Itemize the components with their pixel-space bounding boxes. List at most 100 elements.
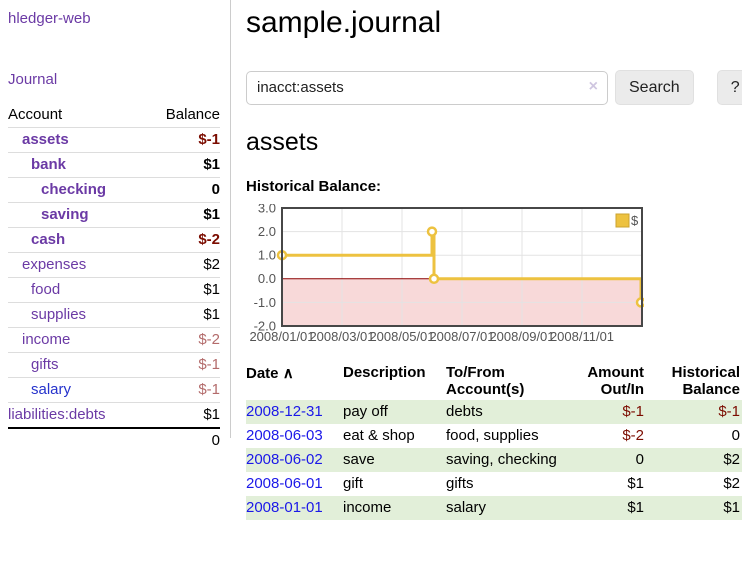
historical-balance-chart: $ 3.0 2.0 1.0 0.0 -1.0 -2.0 2008/01/01 2… (249, 204, 644, 344)
account-balance: $-2 (144, 227, 220, 253)
account-row: cash $-2 (8, 227, 220, 253)
svg-text:1.0: 1.0 (258, 248, 276, 263)
account-link-salary[interactable]: salary (31, 381, 72, 398)
account-row: checking 0 (8, 177, 220, 203)
legend-swatch (615, 213, 630, 228)
account-balance: $1 (144, 152, 220, 178)
app-title: hledger-web (8, 10, 220, 27)
account-link-expenses[interactable]: expenses (22, 256, 87, 273)
search-input[interactable] (246, 70, 608, 105)
svg-text:2008/01/01: 2008/01/01 (249, 329, 314, 344)
transaction-date-link[interactable]: 2008-01-01 (246, 499, 323, 516)
transaction-date-link[interactable]: 2008-06-03 (246, 427, 323, 444)
page-title: sample.journal (246, 6, 442, 39)
transaction-date-link[interactable]: 2008-06-01 (246, 475, 323, 492)
transaction-accounts: food, supplies (446, 427, 539, 444)
transaction-balance: $2 (723, 451, 740, 468)
transaction-date-link[interactable]: 2008-06-02 (246, 451, 323, 468)
app-title-link[interactable]: hledger-web (8, 10, 91, 27)
account-link-food[interactable]: food (31, 281, 61, 298)
clear-search-icon[interactable]: × (588, 77, 598, 95)
account-link-saving[interactable]: saving (41, 206, 89, 223)
account-balance: $1 (144, 302, 220, 328)
register-table: Date ∧ Description To/From Account(s) Am… (246, 362, 742, 520)
accounts-total-value: 0 (144, 427, 220, 453)
account-link-liabilities-debts[interactable]: liabilities:debts (8, 406, 106, 423)
svg-text:2008/03/01: 2008/03/01 (309, 329, 374, 344)
register-header-row: Date ∧ Description To/From Account(s) Am… (246, 362, 742, 400)
y-axis-labels: 3.0 2.0 1.0 0.0 -1.0 -2.0 (254, 204, 276, 334)
transaction-amount: $-2 (622, 427, 644, 444)
search-form: × Search ? (246, 70, 742, 105)
account-row: gifts $-1 (8, 352, 220, 378)
account-column-header: Account (8, 103, 145, 128)
sidebar-item-journal[interactable]: Journal (8, 71, 58, 88)
account-row: supplies $1 (8, 302, 220, 328)
account-row: assets $-1 (8, 127, 220, 153)
transaction-description: pay off (343, 403, 388, 420)
account-balance: $1 (144, 277, 220, 303)
svg-text:2008/09/01: 2008/09/01 (489, 329, 554, 344)
svg-text:-2.0: -2.0 (254, 319, 276, 334)
account-link-checking[interactable]: checking (41, 181, 107, 198)
account-link-assets[interactable]: assets (22, 131, 69, 148)
svg-text:2008/07/01: 2008/07/01 (429, 329, 494, 344)
legend-label: $ (631, 213, 639, 228)
account-link-supplies[interactable]: supplies (31, 306, 87, 323)
register-row: 2008-01-01 income salary $1 $1 (246, 496, 742, 520)
svg-text:2008/05/01: 2008/05/01 (369, 329, 434, 344)
account-link-gifts[interactable]: gifts (31, 356, 59, 373)
transaction-amount: $1 (627, 499, 644, 516)
account-balance: $1 (144, 402, 220, 429)
transaction-accounts: saving, checking (446, 451, 557, 468)
register-row: 2008-12-31 pay off debts $-1 $-1 (246, 400, 742, 424)
account-row: saving $1 (8, 202, 220, 228)
account-row: salary $-1 (8, 377, 220, 403)
sidebar: hledger-web Journal Account Balance asse… (0, 0, 231, 453)
account-row: expenses $2 (8, 252, 220, 278)
account-column-header: To/From Account(s) (446, 364, 525, 398)
account-link-cash[interactable]: cash (31, 231, 66, 248)
transaction-balance: 0 (731, 427, 740, 444)
balance-column-header: Historical Balance (671, 364, 740, 398)
account-heading: assets (246, 128, 319, 156)
account-link-bank[interactable]: bank (31, 156, 67, 173)
svg-text:-1.0: -1.0 (254, 295, 276, 310)
transaction-description: income (343, 499, 392, 516)
search-button[interactable]: Search (615, 70, 694, 105)
transaction-amount: $1 (627, 475, 644, 492)
transaction-amount: $-1 (622, 403, 644, 420)
help-button[interactable]: ? (716, 70, 742, 105)
description-column-header: Description (343, 364, 426, 381)
svg-text:2008/11/01: 2008/11/01 (550, 329, 614, 344)
account-balance: $-1 (144, 377, 220, 403)
svg-text:2.0: 2.0 (258, 224, 276, 239)
transaction-balance: $1 (723, 499, 740, 516)
account-balance: $-2 (144, 327, 220, 353)
chart-title: Historical Balance: (246, 178, 382, 195)
account-balance: $2 (144, 252, 220, 278)
register-row: 2008-06-02 save saving, checking 0 $2 (246, 448, 742, 472)
account-balance: $-1 (144, 352, 220, 378)
accounts-total-row: 0 (8, 427, 220, 453)
date-column-header[interactable]: Date ∧ (246, 365, 294, 382)
sort-ascending-icon: ∧ (282, 365, 294, 382)
plot-border (281, 207, 643, 327)
account-row: income $-2 (8, 327, 220, 353)
balance-column-header: Balance (144, 103, 220, 128)
account-row: liabilities:debts $1 (8, 402, 220, 429)
account-row: food $1 (8, 277, 220, 303)
account-balance: 0 (144, 177, 220, 203)
transaction-accounts: debts (446, 403, 483, 420)
transaction-accounts: gifts (446, 475, 474, 492)
transaction-date-link[interactable]: 2008-12-31 (246, 403, 323, 420)
transaction-description: gift (343, 475, 364, 492)
account-row: bank $1 (8, 152, 220, 178)
account-balance: $-1 (144, 127, 220, 153)
transaction-balance: $-1 (718, 403, 740, 420)
account-link-income[interactable]: income (22, 331, 71, 348)
register-row: 2008-06-03 eat & shop food, supplies $-2… (246, 424, 742, 448)
transaction-description: save (343, 451, 375, 468)
main-content: sample.journal × Search ? assets Histori… (246, 0, 742, 520)
chart-legend: $ (615, 213, 639, 228)
